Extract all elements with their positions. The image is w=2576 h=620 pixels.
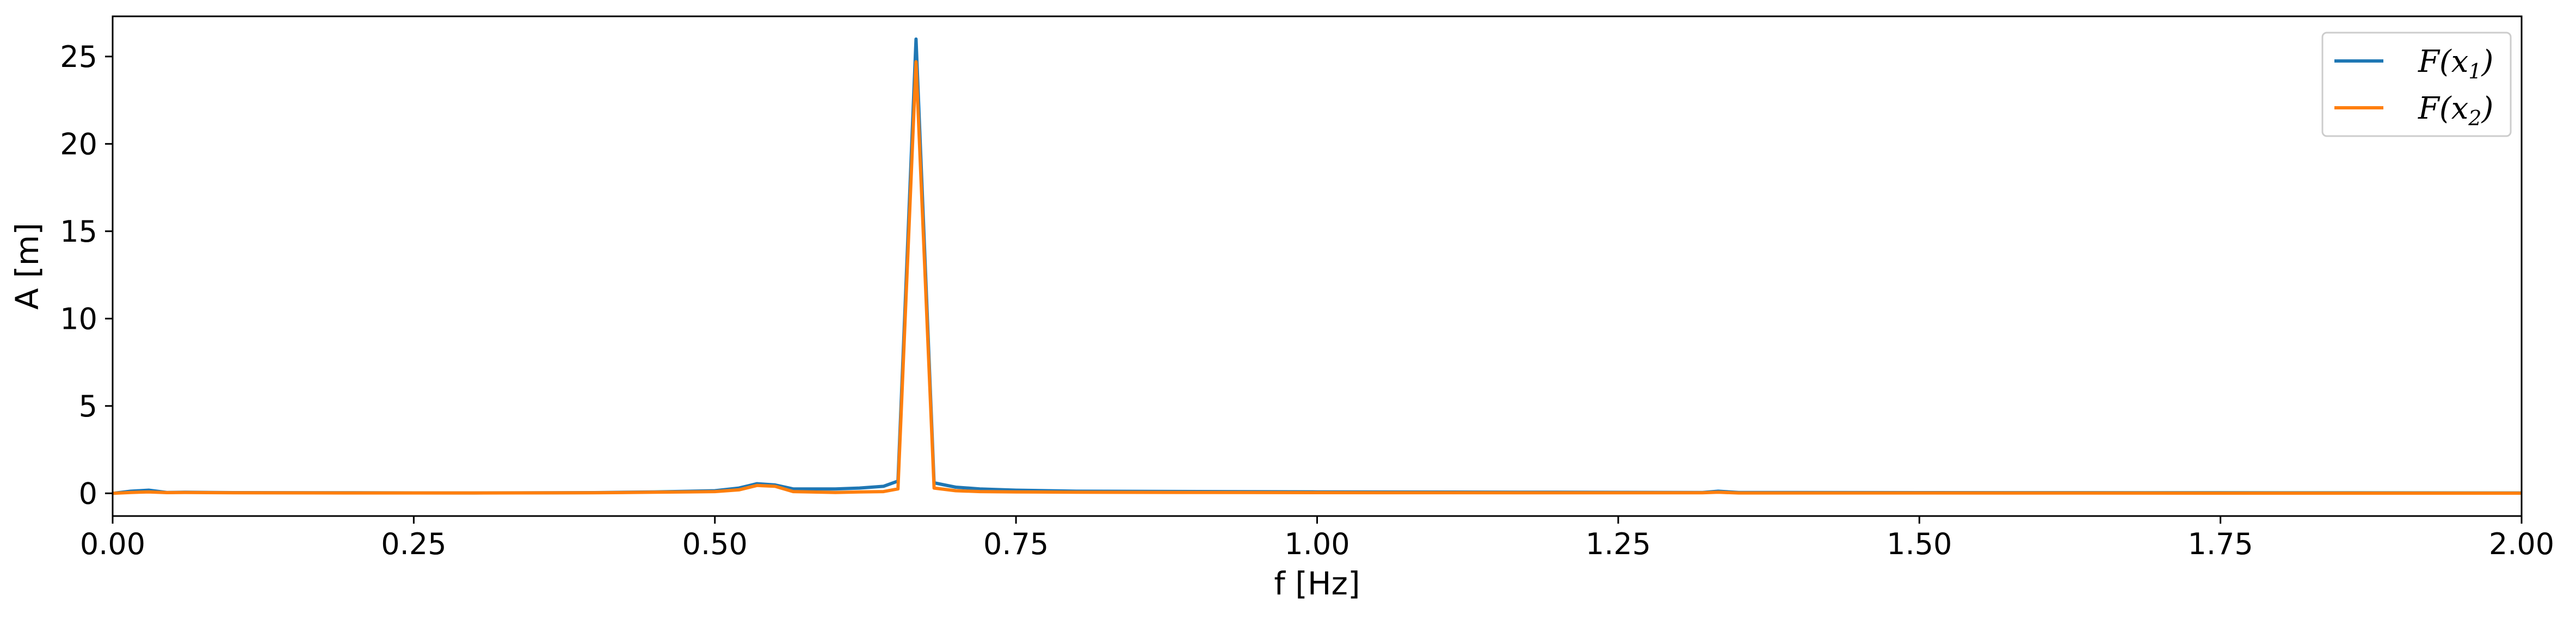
legend-label-series-2-sub: 2	[2468, 106, 2481, 130]
x-tick-label: 1.00	[1284, 527, 1349, 561]
y-tick-label: 5	[79, 389, 97, 423]
series-line-2	[112, 60, 2522, 495]
x-tick-label: 0.75	[983, 527, 1049, 561]
x-tick-label: 0.00	[80, 527, 145, 561]
plot-area	[113, 16, 2522, 516]
x-tick-label: 0.50	[682, 527, 748, 561]
y-tick-label: 25	[60, 40, 97, 74]
legend-label-series-2-base: F(x	[2418, 91, 2468, 126]
y-tick-label: 15	[60, 214, 97, 249]
legend: F(x1) F(x2)	[2321, 32, 2512, 137]
legend-box	[2321, 32, 2512, 137]
x-tick-label: 2.00	[2489, 527, 2554, 561]
legend-label-series-1-end: )	[2481, 44, 2493, 79]
y-axis-ticks: 0 5 10 15 20 25	[60, 40, 113, 511]
legend-label-series-1: F(x1)	[2418, 44, 2493, 83]
x-axis-ticks: 0.00 0.25 0.50 0.75 1.00 1.25 1.50 1.75 2.00	[80, 516, 2554, 561]
y-tick-label: 20	[60, 127, 97, 161]
y-axis-label: A [m]	[9, 223, 46, 310]
legend-label-series-2: F(x2)	[2418, 91, 2493, 130]
x-axis-label: f [Hz]	[1274, 565, 1360, 602]
legend-label-series-1-sub: 1	[2468, 59, 2481, 83]
series-lines	[112, 37, 2522, 495]
y-tick-label: 10	[60, 302, 97, 336]
y-tick-label: 0	[79, 476, 97, 511]
x-tick-label: 1.50	[1887, 527, 1952, 561]
x-tick-label: 1.75	[2188, 527, 2253, 561]
legend-label-series-2-end: )	[2481, 91, 2493, 126]
x-tick-label: 0.25	[381, 527, 446, 561]
x-tick-label: 1.25	[1586, 527, 1651, 561]
legend-label-series-1-base: F(x	[2418, 44, 2468, 79]
